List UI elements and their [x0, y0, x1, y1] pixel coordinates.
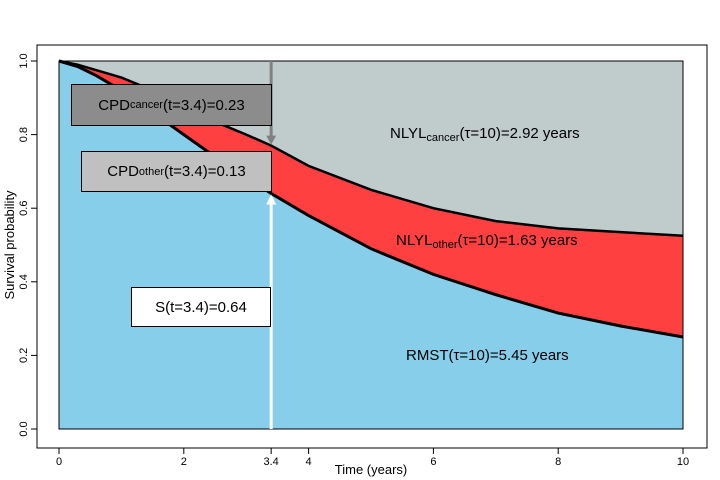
survival-arrow-head	[266, 194, 277, 205]
axes-layer: 0 2 3.4 4 6 8 10 0.0 0.2 0.4 0.6 0.8 1.0	[18, 44, 708, 468]
x-tick-label: 10	[677, 456, 689, 468]
curve-other-boundary	[58, 59, 684, 238]
survival-box: S(t=3.4)=0.64	[131, 287, 271, 327]
cpd-cancer-sub: cancer	[129, 99, 163, 111]
cpd-cancer-prefix: CPD	[98, 96, 130, 114]
y-tick-label: 0.0	[18, 421, 30, 436]
rmst-label: RMST(τ=10)=5.45 years	[406, 347, 569, 364]
cpd-cancer-box: CPD cancer (t=3.4)=0.23	[71, 84, 272, 126]
x-tick-label: 2	[181, 456, 187, 468]
cpd-other-sub: other	[138, 165, 164, 178]
y-tick-label: 0.4	[18, 274, 30, 289]
nlyl-other-label: NLYLother(τ=10)=1.63 years	[396, 232, 578, 251]
y-tick-label: 0.6	[18, 201, 30, 216]
y-axis-label: Survival probability	[2, 190, 17, 300]
y-tick-label: 0.8	[18, 127, 30, 142]
area-nlyl-other	[59, 61, 683, 337]
cpd-other-prefix: CPD	[107, 163, 139, 180]
y-tick-label: 0.2	[18, 348, 30, 363]
y-tick-label: 1.0	[18, 53, 30, 68]
x-axis-label: Time (years)	[335, 462, 407, 477]
area-rmst	[59, 61, 683, 429]
nlyl-cancer-label: NLYLcancer(τ=10)=2.92 years	[390, 125, 580, 144]
x-tick-label: 0	[56, 456, 62, 468]
cpd-other-box: CPD other (t=3.4)=0.13	[81, 151, 272, 192]
survival-text: S(t=3.4)=0.64	[155, 298, 247, 316]
x-tick-label: 8	[555, 456, 561, 468]
nlyl-cancer-suffix: (τ=10)=2.92 years	[459, 125, 580, 142]
nlyl-other-sub: other	[432, 239, 458, 251]
cancer-arrow-head	[266, 135, 277, 145]
nlyl-cancer-prefix: NLYL	[390, 125, 427, 142]
x-tick-label: 6	[430, 456, 436, 468]
plot-frame	[58, 60, 684, 430]
x-tick-label: 4	[306, 456, 312, 468]
rmst-text: RMST(τ=10)=5.45 years	[406, 347, 569, 364]
cpd-other-suffix: (t=3.4)=0.13	[164, 163, 246, 180]
cpd-cancer-suffix: (t=3.4)=0.23	[162, 96, 245, 114]
nlyl-other-prefix: NLYL	[396, 232, 433, 249]
nlyl-cancer-sub: cancer	[426, 132, 460, 144]
nlyl-other-suffix: (τ=10)=1.63 years	[457, 232, 578, 249]
x-tick-label: 3.4	[264, 456, 279, 468]
